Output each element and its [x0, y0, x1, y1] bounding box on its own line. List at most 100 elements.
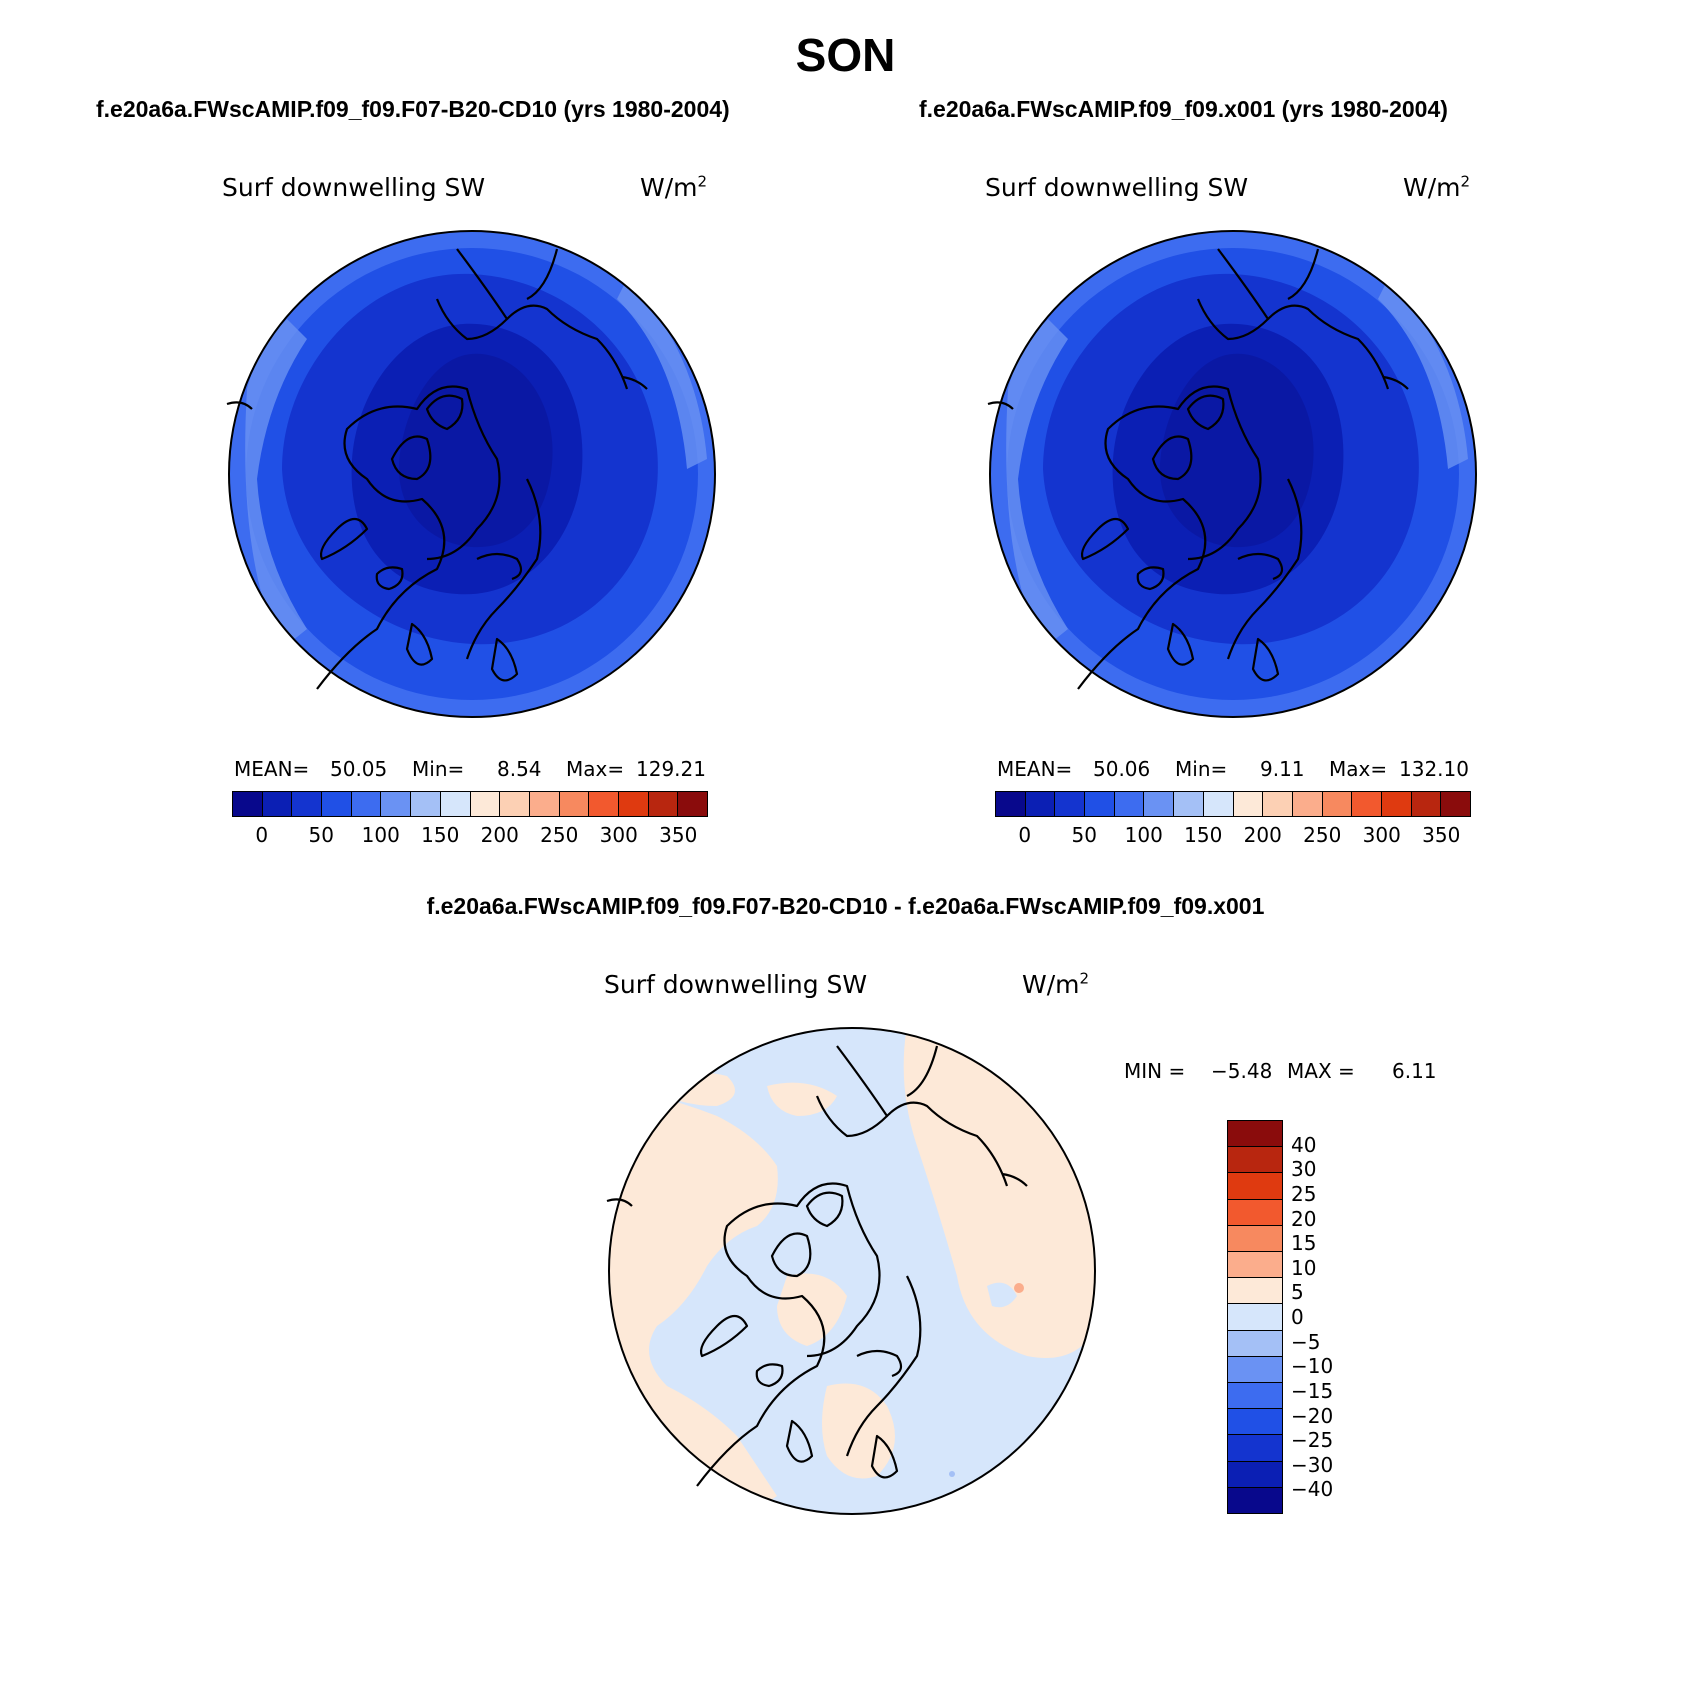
- colorbar-swatch: [996, 792, 1026, 816]
- colorbar-swatch: [1228, 1225, 1282, 1253]
- colorbar-swatch: [292, 792, 323, 816]
- panel1-max-value: 129.21: [636, 757, 706, 781]
- colorbar-swatch: [470, 792, 501, 816]
- colorbar-swatch: [1228, 1461, 1282, 1488]
- diff-max-value: 6.11: [1392, 1059, 1437, 1083]
- colorbar-swatch: [1114, 792, 1145, 816]
- colorbar-tick-label: −5: [1291, 1329, 1321, 1354]
- colorbar-swatch: [322, 792, 352, 816]
- colorbar-swatch: [1381, 792, 1412, 816]
- panel2-mean-value: 50.06: [1093, 757, 1151, 781]
- colorbar-swatch: [559, 792, 590, 816]
- colorbar-swatch: [411, 792, 441, 816]
- colorbar-swatch: [1228, 1304, 1282, 1331]
- panel2-variable-label: Surf downwelling SW: [985, 173, 1249, 202]
- panel1-mean-value: 50.05: [330, 757, 388, 781]
- colorbar-swatch: [262, 792, 293, 816]
- colorbar-tick-label: 250: [540, 823, 579, 847]
- diff-polar-map: [606, 1027, 1096, 1515]
- diff-panel-title: f.e20a6a.FWscAMIP.f09_f09.F07-B20-CD10 -…: [426, 893, 1265, 919]
- panel2-polar-map: [987, 230, 1477, 718]
- colorbar-swatch: [1025, 792, 1056, 816]
- colorbar-swatch: [1144, 792, 1175, 816]
- colorbar-swatch: [1292, 792, 1323, 816]
- panel2-colorbar: [995, 791, 1471, 817]
- diff-units-label: W/m2: [1022, 969, 1090, 999]
- colorbar-tick-label: 100: [361, 823, 400, 847]
- panel1-min-value: 8.54: [497, 757, 542, 781]
- colorbar-tick-label: 150: [1184, 823, 1223, 847]
- colorbar-tick-label: 0: [1291, 1305, 1304, 1329]
- panel1-polar-map: [226, 230, 716, 718]
- colorbar-swatch: [1322, 792, 1353, 816]
- colorbar-tick-label: 10: [1291, 1255, 1317, 1280]
- colorbar-tick-label: 350: [659, 823, 698, 847]
- panel1-min-label: Min=: [412, 757, 465, 781]
- panel2-min-value: 9.11: [1260, 757, 1305, 781]
- colorbar-tick-label: 50: [308, 823, 334, 847]
- diff-max-label: MAX =: [1287, 1059, 1355, 1083]
- colorbar-swatch: [1228, 1278, 1282, 1305]
- colorbar-tick-label: −10: [1291, 1354, 1334, 1379]
- colorbar-swatch: [1228, 1252, 1282, 1279]
- colorbar-swatch: [1352, 792, 1382, 816]
- season-title: SON: [795, 29, 896, 81]
- colorbar-tick-label: 25: [1291, 1181, 1317, 1206]
- colorbar-swatch: [500, 792, 530, 816]
- panel1-case-title: f.e20a6a.FWscAMIP.f09_f09.F07-B20-CD10 (…: [96, 96, 730, 122]
- colorbar-tick-label: 0: [1018, 823, 1032, 847]
- panel1-colorbar: [232, 791, 708, 817]
- colorbar-swatch: [351, 792, 382, 816]
- colorbar-tick-label: 200: [1243, 823, 1282, 847]
- colorbar-tick-label: 30: [1291, 1157, 1317, 1182]
- colorbar-swatch: [1441, 792, 1470, 816]
- colorbar-tick-label: 200: [480, 823, 519, 847]
- colorbar-swatch: [381, 792, 412, 816]
- colorbar-swatch: [1233, 792, 1264, 816]
- panel1-max-label: Max=: [566, 757, 625, 781]
- colorbar-tick-label: 150: [421, 823, 460, 847]
- colorbar-swatch: [618, 792, 649, 816]
- colorbar-swatch: [1085, 792, 1115, 816]
- colorbar-tick-label: 15: [1291, 1231, 1317, 1256]
- colorbar-swatch: [1228, 1330, 1282, 1357]
- panel2-colorbar-ticks: 0 50 100 150 200 250 300 350: [995, 823, 1471, 849]
- panel2-max-label: Max=: [1329, 757, 1388, 781]
- diff-colorbar: [1227, 1120, 1283, 1514]
- colorbar-tick-label: −30: [1291, 1452, 1334, 1477]
- colorbar-tick-label: 250: [1303, 823, 1342, 847]
- colorbar-swatch: [1411, 792, 1442, 816]
- colorbar-swatch: [1055, 792, 1086, 816]
- colorbar-swatch: [1228, 1409, 1282, 1436]
- colorbar-swatch: [1228, 1435, 1282, 1462]
- colorbar-swatch: [589, 792, 619, 816]
- panel1-colorbar-ticks: 0 50 100 150 200 250 300 350: [232, 823, 708, 849]
- colorbar-swatch: [1228, 1199, 1282, 1226]
- colorbar-tick-label: −25: [1291, 1428, 1334, 1453]
- diff-min-value: −5.48: [1211, 1059, 1273, 1083]
- colorbar-swatch: [1228, 1356, 1282, 1384]
- colorbar-swatch: [648, 792, 679, 816]
- panel2-mean-label: MEAN=: [997, 757, 1073, 781]
- diff-min-label: MIN =: [1124, 1059, 1186, 1083]
- colorbar-tick-label: −15: [1291, 1378, 1334, 1403]
- diff-variable-label: Surf downwelling SW: [604, 970, 868, 999]
- colorbar-swatch: [1228, 1173, 1282, 1200]
- colorbar-tick-label: 50: [1071, 823, 1097, 847]
- panel2-case-title: f.e20a6a.FWscAMIP.f09_f09.x001 (yrs 1980…: [919, 96, 1448, 122]
- colorbar-swatch: [1228, 1147, 1282, 1174]
- colorbar-tick-label: 300: [1362, 823, 1401, 847]
- panel1-mean-label: MEAN=: [234, 757, 310, 781]
- colorbar-swatch: [529, 792, 560, 816]
- diff-colorbar-ticks: 40 30 25 20 15 10 5 0 −5 −10 −15 −20 −25 −30 −40: [1291, 1120, 1351, 1514]
- colorbar-swatch: [1228, 1383, 1282, 1410]
- colorbar-swatch: [1228, 1121, 1282, 1148]
- colorbar-swatch: [233, 792, 263, 816]
- colorbar-tick-label: 350: [1422, 823, 1461, 847]
- colorbar-tick-label: 0: [255, 823, 269, 847]
- colorbar-swatch: [440, 792, 471, 816]
- panel2-min-label: Min=: [1175, 757, 1228, 781]
- panel2-max-value: 132.10: [1399, 757, 1469, 781]
- colorbar-tick-label: 5: [1291, 1280, 1304, 1305]
- colorbar-tick-label: −40: [1291, 1477, 1334, 1502]
